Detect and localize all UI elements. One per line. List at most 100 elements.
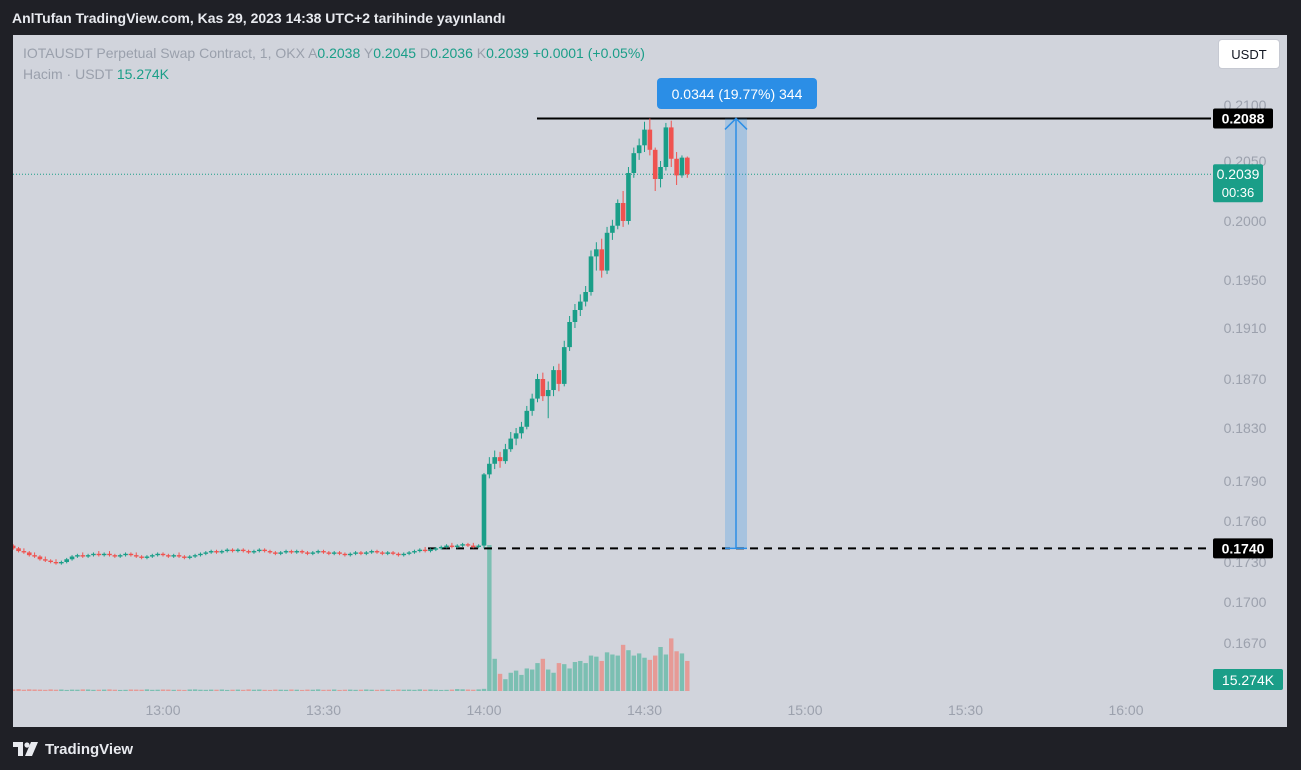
tradingview-logo[interactable]: TradingView [13, 738, 133, 760]
candle-body [273, 552, 278, 554]
candle-body [48, 560, 53, 562]
candle-body [214, 551, 219, 553]
close-value: 0.2039 [486, 45, 529, 61]
candle-body [374, 551, 380, 553]
symbol-label[interactable]: IOTAUSDT Perpetual Swap Contract, 1, OKX [23, 45, 305, 61]
volume-bar [342, 689, 348, 691]
candle-body [267, 551, 273, 553]
measure-arrowhead [724, 117, 748, 130]
volume-bar [262, 689, 267, 691]
x-tick-label: 16:00 [1108, 702, 1143, 718]
candle-body [369, 551, 374, 553]
candle-body [668, 127, 674, 159]
volume-bar [21, 689, 27, 691]
volume-bar [562, 664, 567, 691]
y-tick-label: 0.1700 [1224, 594, 1267, 610]
volume-bar [412, 689, 417, 691]
volume-bar [508, 672, 513, 691]
measure-label-bg [657, 78, 817, 109]
candle-body [101, 553, 107, 556]
y-tick-label: 0.1670 [1224, 635, 1267, 651]
candle-body [283, 551, 289, 553]
volume-bar [321, 689, 326, 691]
candle-body [626, 173, 631, 221]
candle-body [508, 438, 514, 450]
last-price-tag-bg [1213, 164, 1263, 203]
volume-bar [69, 689, 75, 691]
price-chart[interactable]: 13:00 13:30 14:00 14:30 15:00 15:30 16:000.210… [13, 35, 1287, 727]
volume-bar [535, 663, 540, 691]
candle-body [588, 256, 594, 292]
candle-body [642, 129, 647, 146]
candle-body [652, 149, 658, 179]
candle-body [112, 555, 118, 557]
volume-bar [503, 679, 508, 691]
volume-bar [187, 689, 192, 691]
x-tick-label: 14:00 [466, 702, 501, 718]
volume-bar [112, 689, 118, 691]
volume-bar [299, 689, 305, 691]
candle-body [615, 203, 621, 226]
candle-body [540, 379, 546, 397]
currency-button[interactable]: USDT [1218, 39, 1280, 69]
candle-body [182, 556, 187, 558]
candle-body [289, 551, 294, 553]
candle-body [331, 552, 337, 554]
candle-body [658, 167, 663, 179]
x-tick-label: 13:30 [306, 702, 341, 718]
close-label: K [476, 45, 487, 61]
volume-bar [556, 663, 562, 691]
volume-bar [481, 688, 487, 691]
volume-bar [203, 689, 208, 691]
x-tick-label: 14:30 [627, 702, 662, 718]
candle-body [513, 433, 519, 439]
candle-body [390, 552, 396, 554]
volume-bar [513, 670, 519, 691]
candle-body [524, 410, 530, 427]
volume-bar [460, 689, 465, 691]
volume-bar [679, 653, 685, 691]
volume-bar [267, 689, 273, 691]
candle-body [43, 559, 48, 561]
volume-bar [160, 689, 166, 691]
candle-body [278, 552, 283, 554]
volume-bar [599, 660, 604, 691]
volume-bar [353, 689, 358, 691]
volume-bar [64, 689, 69, 691]
volume-bar [524, 668, 529, 691]
candle-body [32, 555, 37, 557]
volume-bar [417, 689, 422, 691]
volume-bar [369, 689, 374, 691]
candle-body [69, 556, 75, 560]
volume-bar [519, 674, 524, 691]
x-tick-label: 15:00 [787, 702, 822, 718]
volume-bar [118, 689, 123, 691]
volume-bar [219, 689, 225, 691]
volume-bar [578, 660, 583, 691]
volume-bar [171, 689, 176, 691]
volume-bar [444, 689, 449, 691]
volume-bar [166, 689, 171, 691]
tradingview-logo-icon [13, 742, 38, 756]
volume-bar [471, 689, 476, 691]
candle-body [433, 548, 439, 550]
price-tag: 0.1740 [1222, 540, 1265, 556]
volume-bar [610, 654, 615, 691]
candle-body [396, 553, 401, 556]
y-tick-label: 0.1790 [1224, 473, 1267, 489]
candle-body [364, 552, 369, 554]
volume-bar [428, 689, 433, 691]
candle-body [26, 552, 32, 556]
volume-label[interactable]: Hacim · USDT [23, 66, 113, 82]
volume-bar [230, 689, 235, 691]
candle-body [16, 548, 21, 552]
candle-body [519, 426, 524, 434]
candle-body [631, 153, 637, 173]
candle-body [246, 551, 251, 553]
candle-body [139, 556, 144, 558]
volume-bar [96, 689, 101, 691]
candle-body [444, 545, 449, 547]
publish-header: AnlTufan TradingView.com, Kas 29, 2023 1… [12, 10, 506, 26]
candle-body [326, 552, 332, 554]
volume-bar [358, 689, 364, 691]
